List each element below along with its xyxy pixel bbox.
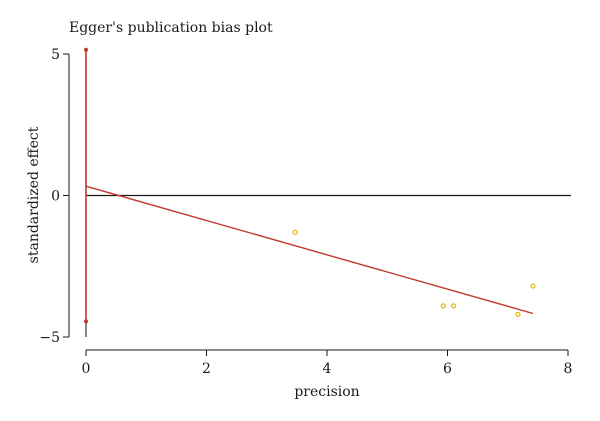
- data-point-1: [292, 229, 298, 235]
- y-axis-label: standardized effect: [26, 126, 42, 263]
- data-point-4: [515, 311, 521, 317]
- y-tick-label: 0: [51, 189, 60, 205]
- y-axis: 5 0 −5: [39, 47, 70, 346]
- x-tick-label: 6: [443, 361, 452, 377]
- plot-area: [84, 47, 572, 337]
- chart-title: Egger's publication bias plot: [69, 20, 273, 36]
- x-axis-label: precision: [294, 384, 359, 400]
- x-axis: 0 2 4 6 8: [82, 349, 573, 377]
- x-tick-label: 4: [323, 361, 332, 377]
- x-tick-label: 8: [564, 361, 573, 377]
- intercept-ci-upper: [84, 47, 88, 52]
- intercept-ci-lower: [84, 319, 88, 324]
- y-tick-label: −5: [39, 330, 60, 346]
- data-point-3: [450, 303, 457, 309]
- x-tick-label: 2: [202, 361, 211, 377]
- x-tick-label: 0: [82, 361, 91, 377]
- data-point-5: [530, 283, 536, 289]
- y-tick-label: 5: [51, 47, 60, 63]
- regression-line: [85, 185, 534, 315]
- data-point-2: [440, 303, 446, 309]
